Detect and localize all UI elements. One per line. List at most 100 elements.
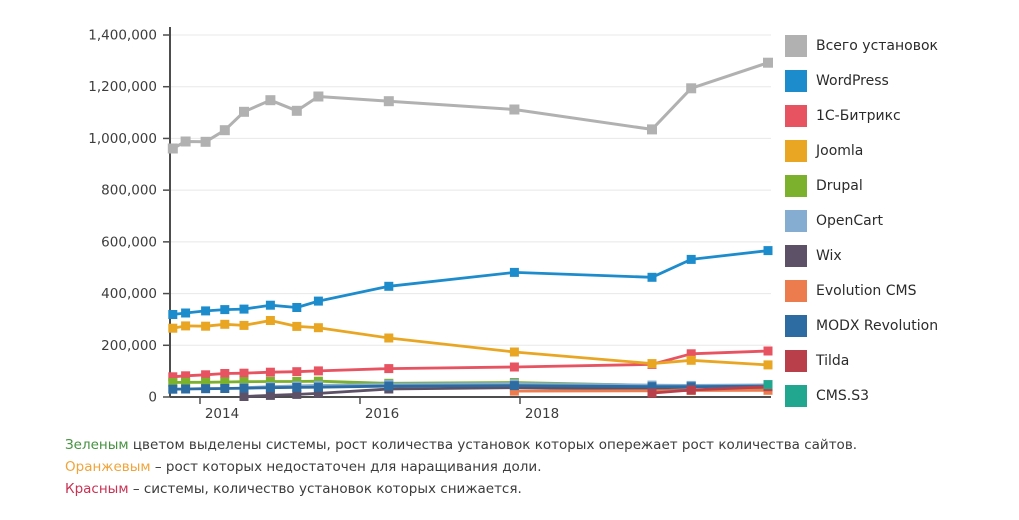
y-axis-label: 800,000: [101, 183, 157, 199]
series-marker-wix: [239, 392, 249, 401]
series-line-evolution: [514, 388, 769, 393]
note-color-word: Красным: [65, 481, 129, 497]
legend-swatch-wordpress[interactable]: [785, 70, 807, 92]
series-marker-joomla: [265, 316, 275, 325]
series-marker-modx: [292, 382, 302, 392]
y-axis-label: 200,000: [101, 338, 157, 354]
series-marker-wordpress: [384, 281, 394, 291]
legend-item-evolution[interactable]: Evolution CMS: [785, 280, 1015, 302]
series-marker-wordpress: [220, 305, 230, 315]
series-marker-total: [219, 125, 230, 136]
y-axis-label: 1,000,000: [88, 131, 157, 147]
series-marker-wix: [292, 389, 302, 399]
series-marker-bitrix: [201, 370, 211, 380]
series-marker-wordpress: [647, 272, 657, 282]
legend: Всего установок WordPress 1С-Битрикс Joomla…: [785, 35, 1015, 420]
series-marker-joomla: [313, 323, 323, 333]
y-axis-label: 400,000: [101, 286, 157, 302]
note-color-word: Зеленым: [65, 437, 129, 453]
series-marker-wordpress: [239, 304, 249, 314]
legend-swatch-bitrix[interactable]: [785, 105, 807, 127]
series-marker-tilda: [647, 388, 657, 398]
series-line-wordpress: [172, 249, 769, 316]
legend-label-cmss3: CMS.S3: [816, 388, 869, 404]
series-marker-joomla: [201, 321, 211, 331]
series-marker-bitrix: [181, 371, 191, 381]
note-line-2: Оранжевым – рост которых недостаточен дл…: [65, 456, 965, 478]
legend-swatch-tilda[interactable]: [785, 350, 807, 372]
legend-item-wix[interactable]: Wix: [785, 245, 1015, 267]
series-marker-bitrix: [686, 349, 696, 359]
series-marker-bitrix: [168, 372, 178, 382]
series-marker-bitrix: [220, 369, 230, 378]
legend-swatch-cmss3[interactable]: [785, 385, 807, 407]
legend-label-wordpress: WordPress: [816, 73, 889, 89]
x-axis-label: 2016: [365, 406, 399, 422]
legend-swatch-joomla[interactable]: [785, 140, 807, 162]
x-axis-label: 2018: [525, 406, 559, 422]
series-marker-total: [647, 124, 657, 135]
legend-swatch-evolution[interactable]: [785, 280, 807, 302]
series-marker-cmss3: [763, 380, 773, 390]
series-marker-joomla: [239, 320, 249, 330]
series-marker-drupal: [220, 377, 230, 387]
series-marker-bitrix: [292, 367, 302, 377]
series-marker-modx: [239, 383, 249, 393]
series-marker-total: [180, 136, 191, 147]
series-marker-bitrix: [384, 364, 394, 374]
note-text: цветом выделены системы, рост количества…: [128, 437, 858, 453]
series-marker-wordpress: [509, 267, 519, 277]
series-marker-modx: [509, 381, 519, 391]
series-marker-wix: [313, 388, 323, 398]
legend-swatch-modx[interactable]: [785, 315, 807, 337]
series-marker-wordpress: [686, 254, 696, 264]
legend-item-joomla[interactable]: Joomla: [785, 140, 1015, 162]
legend-item-bitrix[interactable]: 1С-Битрикс: [785, 105, 1015, 127]
legend-label-opencart: OpenCart: [816, 213, 883, 229]
legend-item-tilda[interactable]: Tilda: [785, 350, 1015, 372]
series-marker-drupal: [201, 377, 211, 387]
y-axis-label: 0: [148, 390, 157, 406]
legend-item-wordpress[interactable]: WordPress: [785, 70, 1015, 92]
series-marker-wordpress: [265, 300, 275, 310]
series-marker-joomla: [384, 333, 394, 343]
series-marker-joomla: [647, 359, 657, 369]
series-marker-modx: [168, 384, 178, 394]
series-marker-wix: [265, 390, 275, 400]
series-marker-drupal: [181, 377, 191, 387]
series-marker-wordpress: [168, 310, 178, 319]
legend-item-total[interactable]: Всего установок: [785, 35, 1015, 57]
legend-label-bitrix: 1С-Битрикс: [816, 108, 901, 124]
series-marker-modx: [220, 384, 230, 393]
series-marker-wordpress: [292, 303, 302, 312]
series-marker-wordpress: [201, 306, 211, 316]
series-marker-wordpress: [181, 308, 191, 318]
series-marker-bitrix: [265, 367, 275, 377]
series-marker-total: [167, 143, 178, 154]
legend-swatch-wix[interactable]: [785, 245, 807, 267]
legend-label-wix: Wix: [816, 248, 842, 264]
legend-swatch-opencart[interactable]: [785, 210, 807, 232]
legend-label-drupal: Drupal: [816, 178, 863, 194]
series-marker-modx: [313, 382, 323, 392]
legend-item-cmss3[interactable]: CMS.S3: [785, 385, 1015, 407]
series-marker-total: [265, 95, 276, 106]
legend-item-opencart[interactable]: OpenCart: [785, 210, 1015, 232]
legend-swatch-total[interactable]: [785, 35, 807, 57]
y-axis-label: 1,400,000: [88, 28, 157, 44]
series-marker-drupal: [265, 377, 275, 386]
series-marker-total: [313, 91, 324, 102]
series-marker-modx: [384, 381, 394, 391]
legend-swatch-drupal[interactable]: [785, 175, 807, 197]
chart-notes: Зеленым цветом выделены системы, рост ко…: [65, 434, 965, 500]
legend-label-tilda: Tilda: [816, 353, 850, 369]
note-text: – системы, количество установок которых …: [128, 481, 522, 497]
series-line-total: [172, 61, 769, 150]
y-axis-label: 600,000: [101, 234, 157, 250]
legend-item-modx[interactable]: MODX Revolution: [785, 315, 1015, 337]
series-marker-drupal: [239, 377, 249, 387]
legend-item-drupal[interactable]: Drupal: [785, 175, 1015, 197]
cms-installs-line-chart: 0 200,000 400,000 600,000 800,000 1,000,000 1,…: [88, 27, 773, 422]
note-line-3: Красным – системы, количество установок …: [65, 478, 965, 500]
